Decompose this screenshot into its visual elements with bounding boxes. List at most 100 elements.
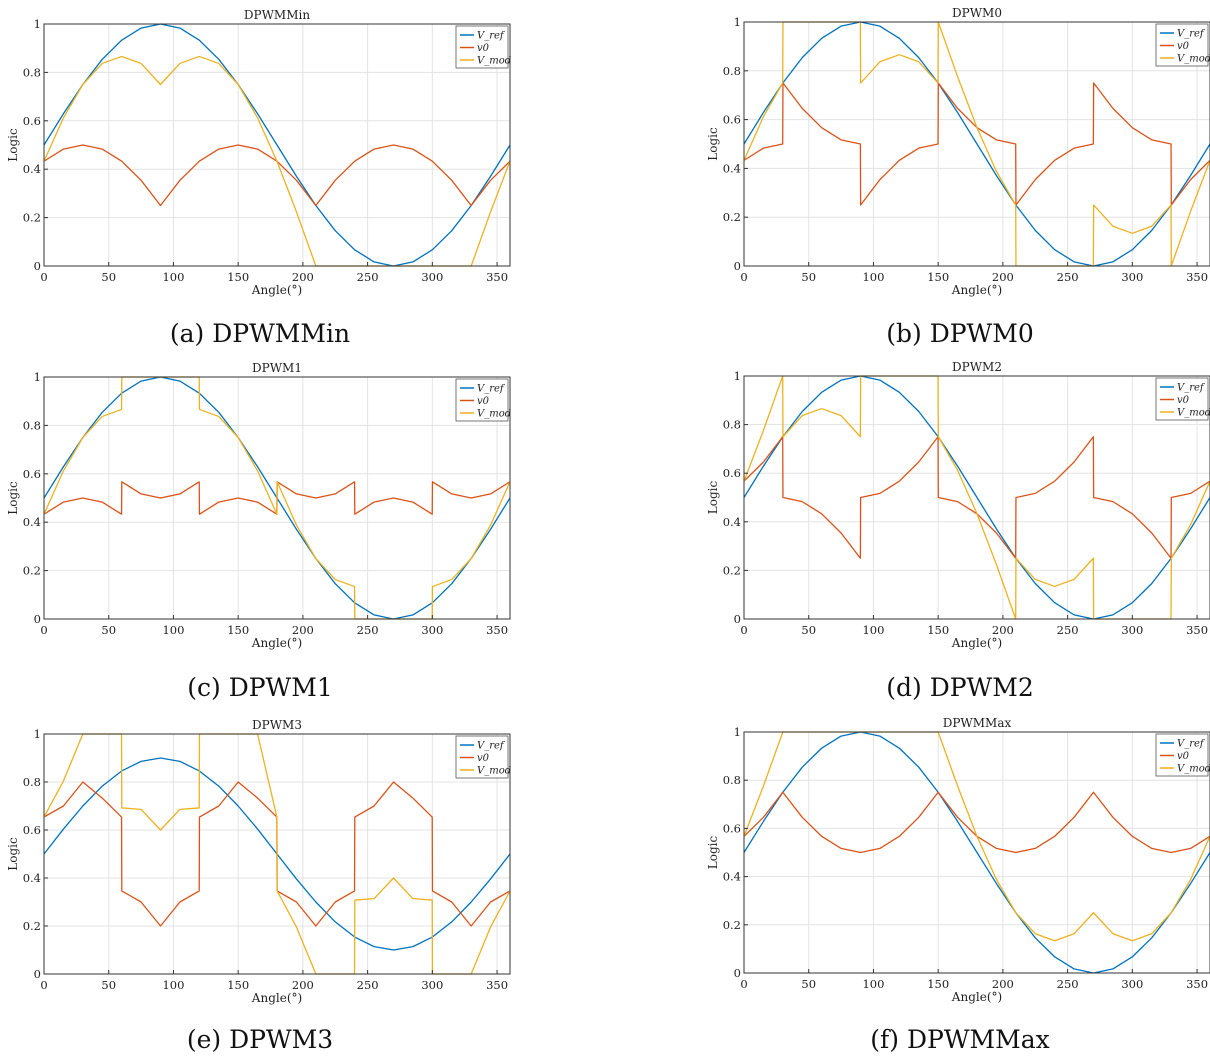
legend-entry: v0: [1177, 395, 1190, 406]
axes-frame: [743, 375, 1210, 620]
x-tick-label: 150: [927, 623, 949, 637]
x-tick-label: 250: [357, 623, 379, 637]
y-tick-label: 0.4: [723, 515, 741, 529]
y-tick-label: 0.4: [723, 870, 741, 884]
y-tick-label: 0.2: [723, 918, 741, 932]
x-tick-label: 50: [101, 623, 116, 637]
x-tick-label: 50: [101, 270, 116, 284]
legend-entry: V_ref: [477, 384, 506, 395]
x-tick-label: 0: [740, 977, 747, 991]
legend-entry: v0: [477, 396, 490, 407]
x-tick-label: 0: [740, 623, 747, 637]
legend-entry: V_ref: [1177, 739, 1206, 750]
x-tick-label: 200: [292, 623, 314, 637]
x-tick-label: 150: [227, 623, 249, 637]
x-tick-label: 350: [486, 623, 508, 637]
subplot-title: DPWM1: [252, 361, 302, 375]
legend-entry: v0: [477, 43, 490, 54]
y-tick-label: 0.6: [723, 113, 741, 127]
x-tick-label: 200: [292, 270, 314, 284]
y-tick-label: 0.6: [23, 114, 41, 128]
y-tick-label: 0: [34, 967, 41, 981]
x-tick-label: 0: [40, 270, 47, 284]
x-tick-label: 150: [927, 270, 949, 284]
x-axis-label: Angle(°): [951, 283, 1002, 297]
subplot-title: DPWM0: [952, 6, 1002, 20]
y-tick-label: 0.2: [723, 210, 741, 224]
x-tick-label: 350: [1186, 270, 1208, 284]
legend-entry: V_ref: [1177, 383, 1206, 394]
x-tick-label: 250: [1057, 270, 1079, 284]
subplot-title: DPWM2: [952, 360, 1002, 374]
y-tick-label: 1: [34, 17, 41, 31]
series-line-v-ref: [44, 23, 510, 267]
y-tick-label: 0.2: [23, 919, 41, 933]
x-tick-label: 250: [1057, 977, 1079, 991]
x-tick-label: 150: [927, 977, 949, 991]
y-tick-label: 0.6: [23, 823, 41, 837]
subplot-1: 0 50 100 150 200 250 300 350 0 0.2 0.4 0.6 0.8 1 DPWMM…: [6, 8, 511, 348]
y-axis-label: Logic: [706, 127, 720, 161]
x-tick-label: 100: [162, 978, 184, 992]
legend-entry: V_mod: [1177, 764, 1210, 775]
x-tick-label: 100: [162, 270, 184, 284]
y-tick-label: 0.8: [723, 418, 741, 432]
x-tick-label: 150: [227, 270, 249, 284]
y-axis-label: Logic: [706, 481, 720, 515]
y-tick-label: 1: [34, 727, 41, 741]
x-tick-label: 100: [862, 623, 884, 637]
legend-entry: V_ref: [477, 741, 506, 752]
y-tick-label: 0.8: [23, 65, 41, 79]
x-tick-label: 50: [801, 977, 816, 991]
legend-entry: v0: [477, 753, 490, 764]
y-tick-label: 0.2: [23, 211, 41, 225]
y-tick-label: 0.4: [23, 162, 41, 176]
x-tick-label: 0: [40, 623, 47, 637]
y-tick-label: 0.2: [23, 564, 41, 578]
x-tick-label: 350: [1186, 623, 1208, 637]
y-axis-label: Logic: [6, 128, 20, 162]
x-tick-label: 250: [357, 978, 379, 992]
subplot-2: 0 50 100 150 200 250 300 350 0 0.2 0.4 0.6 0.8 1 DPWM0…: [706, 6, 1210, 348]
x-tick-label: 350: [486, 978, 508, 992]
x-tick-label: 200: [992, 623, 1014, 637]
x-tick-label: 300: [1121, 623, 1143, 637]
subplot-caption: (d) DPWM2: [886, 673, 1034, 702]
y-tick-label: 0.6: [723, 466, 741, 480]
y-tick-label: 0.4: [23, 871, 41, 885]
x-axis-label: Angle(°): [251, 283, 302, 297]
series-line-v0: [744, 791, 1210, 854]
y-tick-label: 0: [734, 612, 741, 626]
y-tick-label: 1: [734, 369, 741, 383]
subplot-caption: (f) DPWMMax: [870, 1025, 1049, 1054]
axes-frame: [43, 376, 511, 620]
series-line-v-mod: [44, 733, 510, 975]
series-line-v-ref: [744, 731, 1210, 974]
legend-entry: V_ref: [1177, 29, 1206, 40]
series-line-v0: [44, 144, 510, 207]
series-line-v-mod: [44, 376, 510, 620]
x-tick-label: 300: [421, 623, 443, 637]
y-tick-label: 0: [734, 966, 741, 980]
legend-entry: V_mod: [477, 766, 511, 777]
axes-frame: [743, 21, 1210, 267]
x-axis-label: Angle(°): [251, 636, 302, 650]
y-tick-label: 0.2: [723, 563, 741, 577]
x-tick-label: 50: [801, 623, 816, 637]
x-tick-label: 100: [862, 977, 884, 991]
y-tick-label: 0.8: [723, 64, 741, 78]
y-tick-label: 0.4: [23, 515, 41, 529]
y-tick-label: 0.4: [723, 161, 741, 175]
series-line-v-mod: [44, 55, 510, 267]
x-tick-label: 50: [101, 978, 116, 992]
y-tick-label: 0.8: [723, 773, 741, 787]
y-tick-label: 0.6: [23, 467, 41, 481]
x-tick-label: 300: [1121, 270, 1143, 284]
x-axis-label: Angle(°): [951, 990, 1002, 1004]
legend-entry: V_ref: [477, 31, 506, 42]
